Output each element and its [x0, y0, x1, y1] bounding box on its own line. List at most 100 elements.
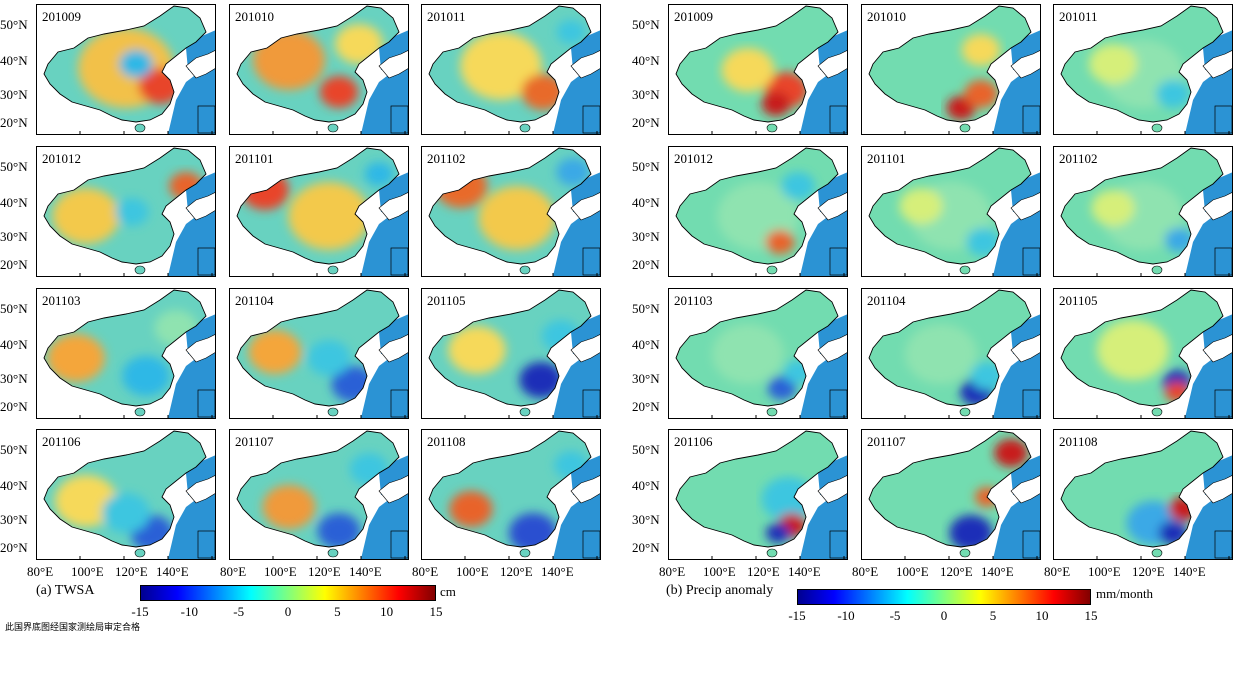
- colorbar-b-tick-label: 15: [1084, 608, 1098, 623]
- twsa-lat-label: 20°N: [0, 540, 28, 555]
- japan-landmass: [570, 49, 601, 79]
- anomaly-field-2: [556, 158, 590, 186]
- china-border: [675, 5, 839, 123]
- china-border: [868, 289, 1032, 407]
- precip-lat-label: 40°N: [632, 337, 660, 352]
- hainan-island: [519, 407, 531, 417]
- month-label: 201106: [674, 434, 713, 449]
- twsa-lon-label: 140°E: [541, 564, 574, 579]
- map-frame: [668, 4, 848, 135]
- colorbar-b-tick-label: 5: [989, 608, 997, 623]
- japan-landmass: [378, 474, 409, 504]
- map-frame: [421, 4, 601, 135]
- map-panel-precip-201102: 201102: [1053, 146, 1233, 277]
- month-label: 201108: [1059, 434, 1098, 449]
- japan-landmass: [1010, 49, 1041, 79]
- china-border: [236, 289, 400, 407]
- hainan-island: [766, 407, 778, 417]
- map-frame: [861, 429, 1041, 560]
- twsa-lon-label: 100°E: [264, 564, 297, 579]
- hainan-island: [519, 123, 531, 133]
- precip-lat-label: 40°N: [632, 53, 660, 68]
- anomaly-field-1: [288, 182, 370, 250]
- panel-a-caption: (a) TWSA: [36, 583, 95, 598]
- anomaly-field-2: [899, 188, 943, 224]
- south-china-sea-inset: [1214, 530, 1233, 559]
- map-panel-precip-201105: 201105: [1053, 288, 1233, 419]
- china-border: [43, 430, 207, 548]
- anomaly-field-1: [519, 362, 563, 398]
- month-label: 201107: [867, 434, 906, 449]
- hainan-island: [1151, 548, 1163, 558]
- anomaly-field-2: [781, 172, 815, 200]
- colorbar-b-tick-label: -5: [889, 608, 901, 623]
- anomaly-field-1: [761, 92, 791, 116]
- china-border: [428, 289, 592, 407]
- anomaly-field-0: [905, 324, 977, 384]
- china-border: [428, 147, 592, 265]
- precip-lat-label: 30°N: [632, 371, 660, 386]
- japan-landmass: [1010, 333, 1041, 363]
- map-frame: [36, 429, 216, 560]
- anomaly-field-1: [317, 513, 361, 547]
- colorbar-a-unit: cm: [440, 584, 456, 599]
- twsa-lat-label: 30°N: [0, 87, 28, 102]
- anomaly-field-2: [119, 50, 153, 78]
- anomaly-field-1: [1164, 228, 1194, 252]
- twsa-lon-label: 100°E: [456, 564, 489, 579]
- month-label: 201011: [1059, 9, 1098, 24]
- japan-landmass: [378, 191, 409, 221]
- anomaly-field-0: [1097, 320, 1169, 380]
- twsa-lon-label: 120°E: [115, 564, 148, 579]
- precip-lat-label: 30°N: [632, 87, 660, 102]
- map-panel-twsa-201108: 201108: [421, 429, 601, 560]
- anomaly-field-1: [478, 186, 556, 250]
- japan-landmass: [185, 333, 216, 363]
- colorbar-a-tick-label: 0: [284, 604, 292, 619]
- month-label: 201108: [427, 434, 466, 449]
- map-frame: [421, 146, 601, 277]
- map-frame: [229, 4, 409, 135]
- precip-lat-label: 40°N: [632, 195, 660, 210]
- month-label: 201107: [235, 434, 274, 449]
- anomaly-field-0: [47, 334, 105, 382]
- anomaly-field-2: [961, 34, 1001, 66]
- precip-lat-label: 20°N: [632, 399, 660, 414]
- hainan-island: [134, 265, 146, 275]
- map-panel-twsa-201101: 201101: [229, 146, 409, 277]
- anomaly-field-0: [54, 475, 118, 527]
- south-china-sea-inset: [1214, 105, 1233, 134]
- hainan-island: [1151, 123, 1163, 133]
- china-border: [43, 5, 207, 123]
- china-border: [236, 147, 400, 265]
- month-label: 201102: [1059, 151, 1098, 166]
- precip-lat-label: 50°N: [632, 17, 660, 32]
- hainan-island: [959, 407, 971, 417]
- hainan-island: [327, 548, 339, 558]
- colorbar-b-tick-label: 0: [940, 608, 948, 623]
- china-border: [675, 430, 839, 548]
- twsa-lat-label: 40°N: [0, 337, 28, 352]
- twsa-lon-label: 140°E: [156, 564, 189, 579]
- china-border: [1060, 289, 1224, 407]
- anomaly-field-2: [1091, 190, 1135, 226]
- month-label: 201101: [235, 151, 274, 166]
- hainan-island: [134, 407, 146, 417]
- month-label: 201012: [42, 151, 81, 166]
- japan-landmass: [817, 474, 848, 504]
- china-border: [675, 147, 839, 265]
- south-china-sea-inset: [197, 247, 216, 276]
- south-china-sea-inset: [390, 389, 409, 418]
- map-frame: [1053, 146, 1233, 277]
- japan-landmass: [817, 333, 848, 363]
- precip-lon-label: 100°E: [1088, 564, 1121, 579]
- japan-landmass: [378, 333, 409, 363]
- colorbar-b-unit: mm/month: [1096, 586, 1154, 601]
- south-china-sea-inset: [1022, 247, 1041, 276]
- anomaly-field-0: [449, 491, 493, 527]
- map-panel-twsa-201104: 201104: [229, 288, 409, 419]
- twsa-lat-label: 50°N: [0, 159, 28, 174]
- precip-lat-label: 50°N: [632, 301, 660, 316]
- twsa-lat-label: 50°N: [0, 17, 28, 32]
- month-label: 201106: [42, 434, 81, 449]
